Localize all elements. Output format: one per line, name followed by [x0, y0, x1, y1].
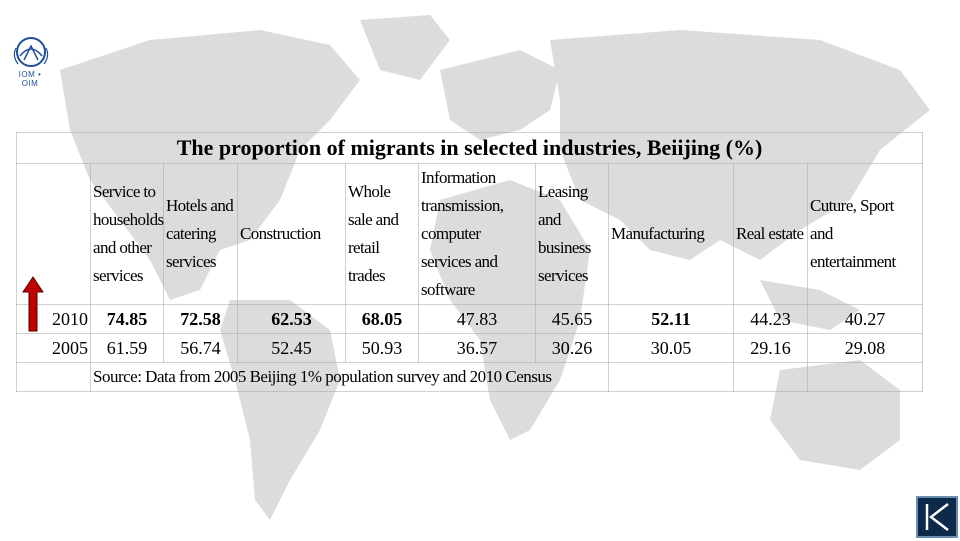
table-cell: 44.23: [733, 304, 808, 334]
table-cell: 72.58: [163, 304, 238, 334]
empty-cell: [806, 362, 924, 392]
table-cell: 68.05: [345, 304, 419, 334]
table-cell: 30.26: [535, 333, 609, 363]
up-arrow-icon: [22, 276, 44, 332]
table-row: 2010 74.85 72.58 62.53 68.05 47.83 45.65…: [16, 304, 924, 334]
table-title: The proportion of migrants in selected i…: [15, 132, 924, 164]
table-cell: 29.08: [806, 333, 924, 363]
col-header: Construction: [237, 163, 346, 305]
table-cell: 62.53: [237, 304, 346, 334]
iom-logo: [13, 37, 49, 67]
source-row: Source: Data from 2005 Beijing 1% popula…: [16, 362, 924, 392]
col-header: Service to households and other services: [90, 163, 164, 305]
first-slide-icon: [925, 503, 949, 531]
empty-cell: [16, 362, 91, 392]
table-cell: 45.65: [535, 304, 609, 334]
col-header: Leasing and business services: [535, 163, 609, 305]
table-cell: 29.16: [733, 333, 808, 363]
table-row: 2005 61.59 56.74 52.45 50.93 36.57 30.26…: [16, 333, 924, 363]
migrants-table: The proportion of migrants in selected i…: [15, 132, 924, 392]
col-header: Manufacturing: [608, 163, 734, 305]
col-header: Information transmission, computer servi…: [418, 163, 536, 305]
col-header: Whole sale and retail trades: [345, 163, 419, 305]
source-note: Source: Data from 2005 Beijing 1% popula…: [90, 362, 609, 392]
table-cell: 74.85: [90, 304, 164, 334]
table-cell: 47.83: [418, 304, 536, 334]
table-cell: 52.45: [237, 333, 346, 363]
first-slide-button[interactable]: [916, 496, 958, 538]
logo-caption: IOM • OIM: [18, 70, 42, 88]
header-row: Service to households and other services…: [16, 163, 924, 305]
table-cell: 30.05: [608, 333, 734, 363]
row-year: 2005: [16, 333, 91, 363]
table-cell: 36.57: [418, 333, 536, 363]
empty-cell: [733, 362, 808, 392]
table-cell: 40.27: [806, 304, 924, 334]
empty-cell: [608, 362, 734, 392]
col-header: Cuture, Sport and entertainment: [806, 163, 924, 305]
table-cell: 50.93: [345, 333, 419, 363]
table-cell: 61.59: [90, 333, 164, 363]
table-cell: 56.74: [163, 333, 238, 363]
table-cell: 52.11: [608, 304, 734, 334]
col-header: Real estate: [733, 163, 808, 305]
col-header: Hotels and catering services: [163, 163, 238, 305]
